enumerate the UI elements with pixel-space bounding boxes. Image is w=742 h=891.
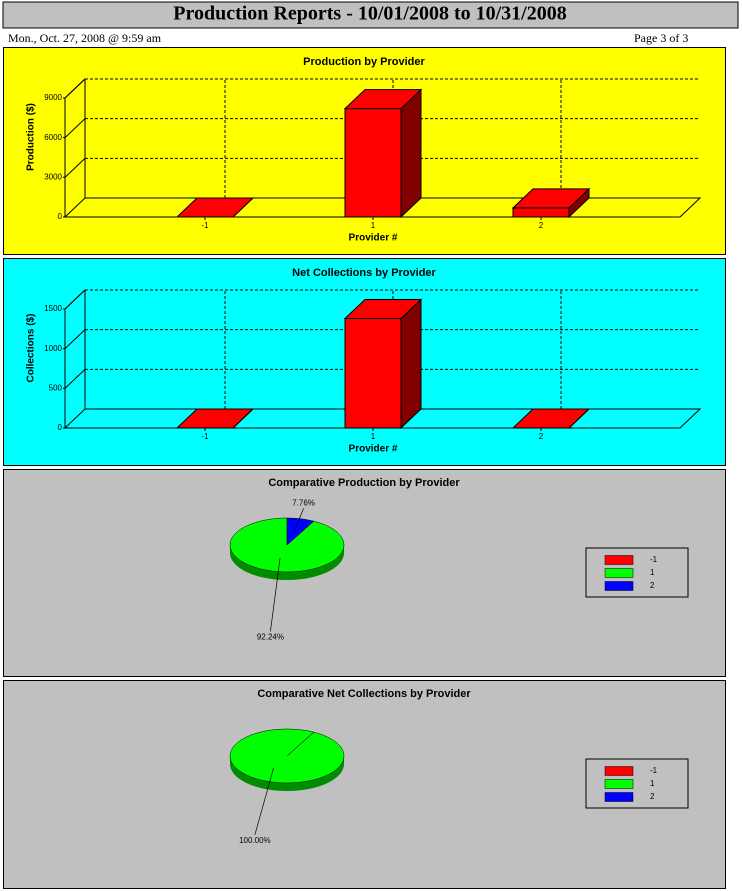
- legend-label: 1: [650, 568, 655, 577]
- grid-line: [64, 118, 86, 139]
- x-axis-label: Provider #: [349, 444, 398, 455]
- y-tick-label: 9000: [44, 93, 62, 102]
- floor: [63, 197, 702, 218]
- slice-label: 7.76%: [292, 498, 315, 507]
- bar-top: [175, 197, 255, 218]
- y-tick-label: 1000: [44, 344, 62, 353]
- legend-swatch: [604, 581, 634, 591]
- x-tick-label: 1: [371, 221, 376, 230]
- bar-top: [343, 299, 423, 320]
- x-tick-label: 2: [539, 432, 544, 441]
- legend-label: 1: [650, 779, 655, 788]
- report-date: Mon., Oct. 27, 2008 @ 9:59 am: [8, 31, 162, 45]
- legend-swatch: [604, 792, 634, 802]
- legend-swatch: [604, 779, 634, 789]
- leader-line: [270, 558, 281, 632]
- chart-title: Net Collections by Provider: [292, 267, 436, 279]
- x-tick-label: -1: [201, 221, 209, 230]
- y-tick-label: 1500: [44, 304, 62, 313]
- bar: [344, 318, 402, 429]
- bar: [512, 207, 570, 218]
- legend-box: [585, 547, 689, 598]
- grid-line: [64, 157, 86, 178]
- legend-label: -1: [650, 766, 658, 775]
- bar: [344, 108, 402, 218]
- y-tick-label: 6000: [44, 133, 62, 142]
- x-tick-label: 2: [539, 221, 544, 230]
- x-axis-label: Provider #: [349, 233, 398, 244]
- bar-top: [175, 408, 255, 429]
- grid-line: [64, 289, 86, 310]
- y-tick-label: 3000: [44, 172, 62, 181]
- header-box: [2, 1, 739, 29]
- x-tick-label: 1: [371, 432, 376, 441]
- y-tick-label: 0: [58, 212, 63, 221]
- leader-line: [254, 767, 274, 835]
- slice-label: 92.24%: [257, 633, 284, 642]
- y-tick-label: 0: [58, 423, 63, 432]
- legend-label: 2: [650, 792, 655, 801]
- grid-line: [64, 368, 86, 389]
- bar-top: [511, 188, 591, 209]
- bar-side: [400, 298, 422, 430]
- grid-line: [64, 329, 86, 350]
- y-tick-label: 500: [49, 383, 63, 392]
- legend-swatch: [604, 568, 634, 578]
- pie-slice: [286, 517, 315, 546]
- legend-swatch: [604, 555, 634, 565]
- y-axis-label: Collections ($): [26, 314, 37, 383]
- legend-label: 2: [650, 581, 655, 590]
- x-tick-label: -1: [201, 432, 209, 441]
- page-number: Page 3 of 3: [634, 31, 688, 45]
- legend-swatch: [604, 766, 634, 776]
- bar-top: [511, 408, 591, 429]
- leader-line: [293, 508, 304, 533]
- floor: [63, 408, 702, 429]
- legend-box: [585, 758, 689, 809]
- grid-line: [64, 78, 86, 99]
- chart-title: Comparative Net Collections by Provider: [257, 688, 471, 700]
- slice-label: 100.00%: [239, 836, 271, 845]
- bar-side: [400, 88, 422, 219]
- chart-title: Production by Provider: [303, 56, 425, 68]
- legend-label: -1: [650, 555, 658, 564]
- y-axis-label: Production ($): [26, 103, 37, 171]
- chart-title: Comparative Production by Provider: [268, 477, 460, 489]
- bar-top: [343, 89, 423, 110]
- report-title: Production Reports - 10/01/2008 to 10/31…: [173, 3, 567, 25]
